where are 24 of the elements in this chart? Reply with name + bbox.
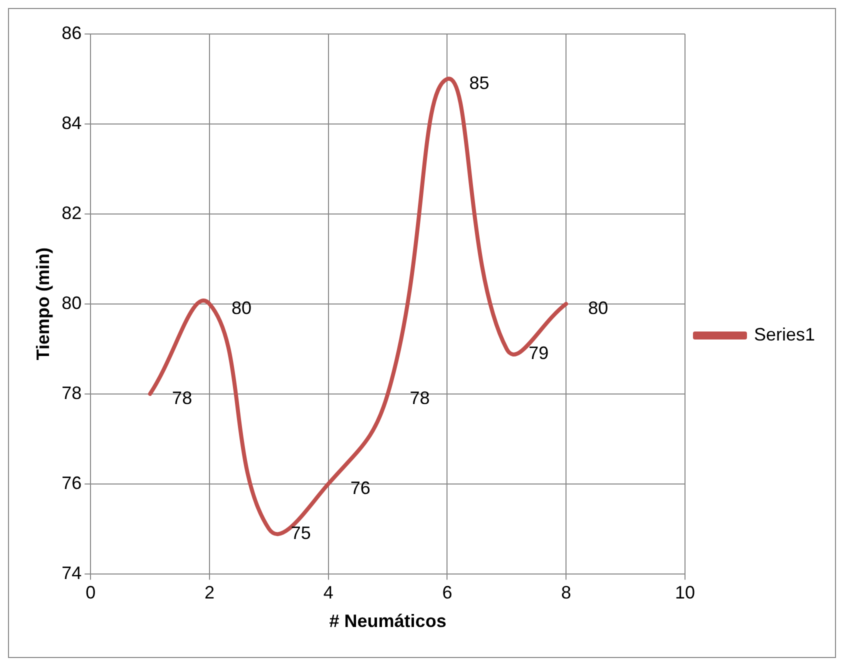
y-tick-label: 84 xyxy=(62,112,82,133)
y-tick-label: 78 xyxy=(62,382,82,403)
y-tick-label: 76 xyxy=(62,472,82,493)
data-label: 79 xyxy=(528,342,549,363)
x-tick-label: 2 xyxy=(204,582,214,603)
data-label: 78 xyxy=(410,388,430,408)
x-tick-label: 6 xyxy=(442,582,452,603)
x-tick-label: 4 xyxy=(323,582,334,603)
y-tick-label: 74 xyxy=(62,562,82,583)
data-label: 80 xyxy=(231,298,252,318)
y-tick-label: 82 xyxy=(62,202,82,223)
data-label: 85 xyxy=(469,72,490,93)
data-label: 80 xyxy=(588,298,608,318)
y-axis-title: Tiempo (min) xyxy=(32,248,53,360)
x-tick-label: 0 xyxy=(86,582,96,603)
y-tick-label: 80 xyxy=(62,292,82,313)
legend-label: Series1 xyxy=(754,324,815,344)
data-label: 76 xyxy=(350,478,370,498)
x-axis-title: # Neumáticos xyxy=(329,611,446,632)
y-tick-label: 86 xyxy=(62,22,82,43)
x-tick-label: 8 xyxy=(561,582,572,603)
data-label: 75 xyxy=(290,522,311,543)
data-label: 78 xyxy=(172,388,192,408)
x-tick-label: 10 xyxy=(674,582,695,603)
